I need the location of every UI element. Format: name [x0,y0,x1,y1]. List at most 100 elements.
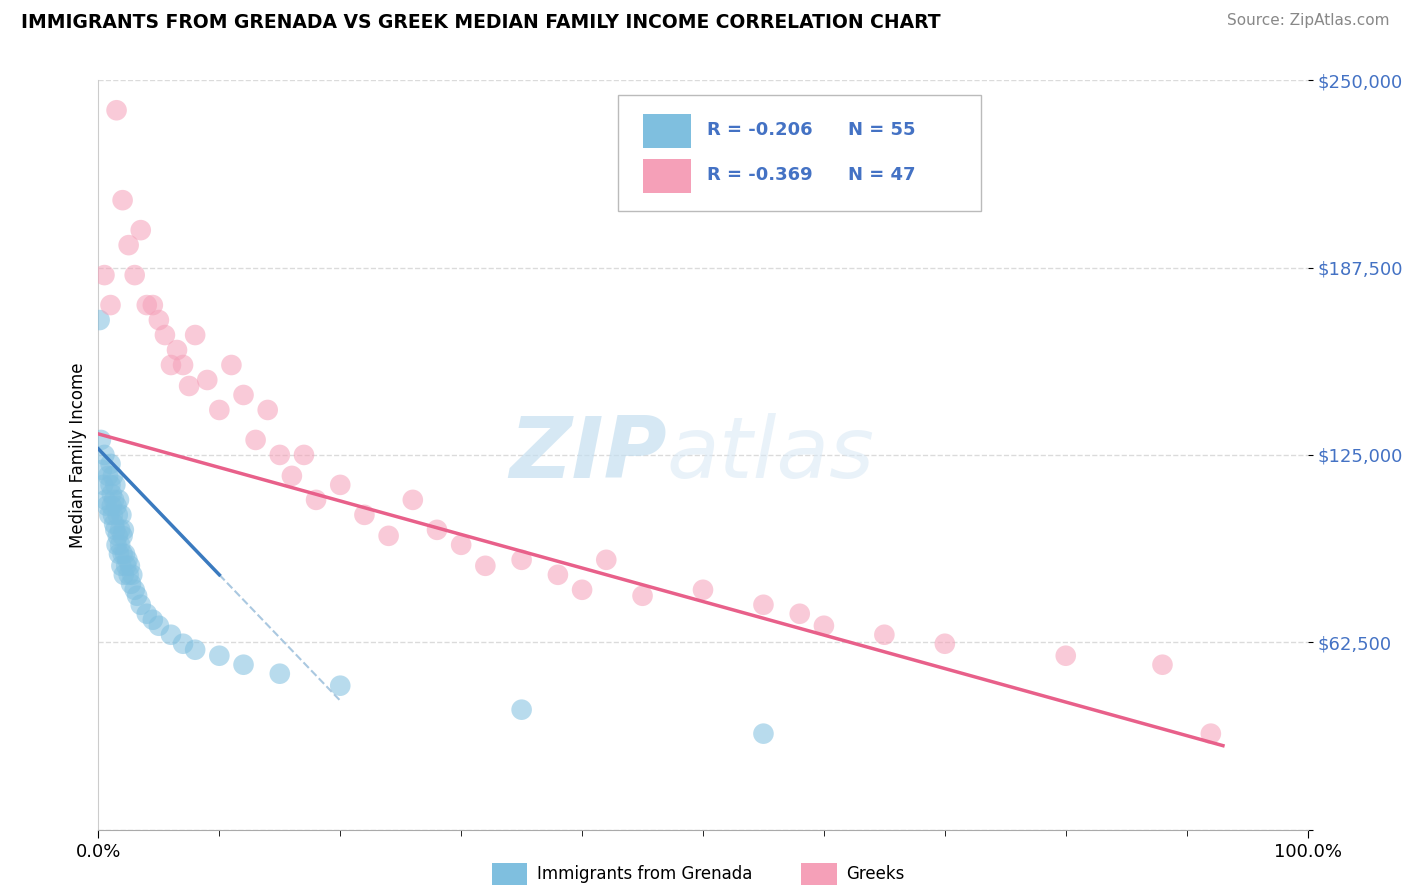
Point [114,547,136,561]
Point [93,448,115,462]
Point [184,642,207,657]
Point [110,558,132,573]
Point [93,268,115,282]
Point [166,343,188,357]
Point [100,478,122,492]
Point [329,679,352,693]
Point [595,553,617,567]
Point [108,492,131,507]
Text: IMMIGRANTS FROM GRENADA VS GREEK MEDIAN FAMILY INCOME CORRELATION CHART: IMMIGRANTS FROM GRENADA VS GREEK MEDIAN … [21,13,941,32]
Point [120,576,142,591]
Point [105,499,128,513]
Point [172,358,194,372]
Point [305,492,328,507]
Point [91,478,114,492]
Point [148,313,170,327]
Point [135,607,157,621]
Point [129,598,152,612]
Text: R = -0.369: R = -0.369 [707,167,813,185]
Point [752,726,775,740]
Point [172,637,194,651]
Point [104,478,127,492]
Point [292,448,315,462]
Point [232,657,254,672]
Point [94,492,117,507]
Point [571,582,593,597]
Point [1152,657,1174,672]
Point [108,547,131,561]
Point [269,666,291,681]
Point [195,373,218,387]
Point [160,628,183,642]
FancyBboxPatch shape [619,95,981,211]
Point [1054,648,1077,663]
Text: Greeks: Greeks [846,865,905,883]
Text: Immigrants from Grenada: Immigrants from Grenada [537,865,752,883]
Point [873,628,896,642]
Point [103,516,125,531]
Point [510,553,533,567]
Point [789,607,811,621]
Point [118,558,141,573]
Point [148,619,170,633]
Point [142,613,165,627]
Point [118,238,141,252]
Text: atlas: atlas [666,413,875,497]
Point [105,538,128,552]
Point [813,619,835,633]
Point [377,529,399,543]
Point [107,529,129,543]
Y-axis label: Median Family Income: Median Family Income [69,362,87,548]
Point [232,388,254,402]
Point [89,313,111,327]
Point [118,567,141,582]
Point [100,487,122,501]
Point [752,598,775,612]
FancyBboxPatch shape [643,159,690,193]
Point [108,523,131,537]
Point [135,298,157,312]
Point [256,403,278,417]
Text: Source: ZipAtlas.com: Source: ZipAtlas.com [1226,13,1389,29]
Point [112,567,135,582]
Text: R = -0.206: R = -0.206 [707,121,813,139]
Point [153,328,176,343]
Point [329,478,352,492]
Point [117,553,139,567]
Point [184,328,207,343]
Point [101,469,124,483]
Point [547,567,569,582]
Point [90,433,112,447]
Point [112,523,135,537]
Point [98,508,121,522]
Text: N = 55: N = 55 [848,121,915,139]
Point [160,358,183,372]
Point [100,298,122,312]
Point [179,379,201,393]
Point [1199,726,1222,740]
Point [208,648,231,663]
Point [108,538,131,552]
Point [100,499,122,513]
Point [104,523,127,537]
Point [107,508,129,522]
Point [129,223,152,237]
Point [245,433,267,447]
Point [208,403,231,417]
Point [124,268,146,282]
Point [91,463,114,477]
Point [121,567,143,582]
Point [100,457,122,471]
Point [111,193,134,207]
Point [269,448,291,462]
Point [111,529,134,543]
Point [115,558,138,573]
Point [96,499,118,513]
FancyBboxPatch shape [643,114,690,148]
Point [450,538,472,552]
Point [474,558,496,573]
Point [127,589,149,603]
Point [353,508,375,522]
Point [105,103,128,118]
Point [631,589,654,603]
